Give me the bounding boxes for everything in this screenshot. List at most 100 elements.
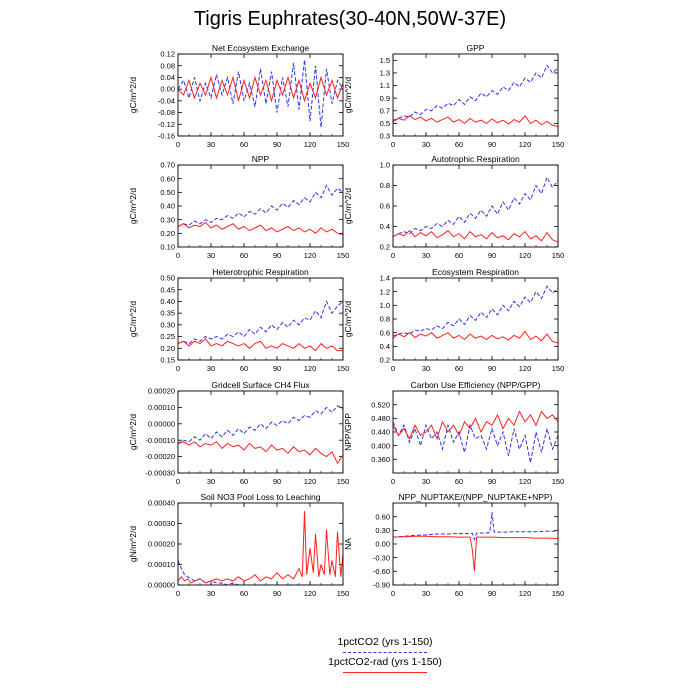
x-tick-label: 150 xyxy=(337,477,350,486)
y-tick-label: 0.30 xyxy=(160,215,175,224)
y-tick-label: 0.35 xyxy=(160,309,175,318)
x-tick-label: 120 xyxy=(304,477,317,486)
y-tick-label: 0.15 xyxy=(160,356,175,365)
x-tick-label: 90 xyxy=(273,140,281,149)
y-tick-label: 1.2 xyxy=(380,287,390,296)
x-tick-label: 30 xyxy=(207,477,215,486)
x-tick-label: 30 xyxy=(422,364,430,373)
x-tick-label: 0 xyxy=(391,140,395,149)
x-tick-label: 0 xyxy=(176,140,180,149)
y-tick-label: 0.20 xyxy=(160,229,175,238)
x-tick-label: 150 xyxy=(552,251,565,260)
x-tick-label: 60 xyxy=(455,477,463,486)
y-tick-label: 0.70 xyxy=(160,161,175,170)
panel-frame xyxy=(392,502,559,586)
y-tick-label: 0.8 xyxy=(380,315,390,324)
y-tick-label: 1.1 xyxy=(380,81,390,90)
panel-title: Ecosystem Respiration xyxy=(432,267,519,277)
series-line-1pctco2-rad xyxy=(393,330,558,344)
y-tick-label: 0.12 xyxy=(160,50,175,59)
y-tick-label: -0.08 xyxy=(158,108,175,117)
y-axis-label: gC/m^2/d xyxy=(128,188,138,224)
x-tick-label: 120 xyxy=(304,251,317,260)
y-tick-label: 0.5 xyxy=(380,119,390,128)
y-tick-label: -0.60 xyxy=(373,567,390,576)
series-line-1pctco2 xyxy=(393,64,558,121)
x-tick-label: 30 xyxy=(422,589,430,598)
series-line-1pctco2 xyxy=(178,59,343,128)
panel-frame xyxy=(392,277,559,361)
x-tick-label: 30 xyxy=(422,140,430,149)
panel-frame xyxy=(177,53,344,137)
panel-title: Gridcell Surface CH4 Flux xyxy=(211,380,310,390)
x-tick-label: 0 xyxy=(391,477,395,486)
x-tick-label: 90 xyxy=(488,364,496,373)
panel-10: NPP_NUPTAKE/(NPP_NUPTAKE+NPP) NA 0 30 60 90 12… xyxy=(343,492,564,598)
x-tick-label: 150 xyxy=(337,364,350,373)
legend-label-1pctco2-rad: 1pctCO2-rad (yrs 1-150) xyxy=(328,656,442,668)
x-tick-label: 0 xyxy=(391,589,395,598)
y-axis-label: gC/m^2/d xyxy=(343,301,353,337)
y-tick-label: 0.520 xyxy=(371,400,390,409)
y-tick-label: 0.00020 xyxy=(148,387,175,396)
x-tick-label: 0 xyxy=(176,251,180,260)
y-tick-label: 0.4 xyxy=(380,342,390,351)
x-tick-label: 30 xyxy=(207,589,215,598)
series-line-1pctco2-rad xyxy=(393,410,558,441)
y-tick-label: 0.00010 xyxy=(148,403,175,412)
y-tick-label: 0.2 xyxy=(380,243,390,252)
series-line-1pctco2-rad xyxy=(178,511,343,584)
y-tick-label: 0.10 xyxy=(160,243,175,252)
y-tick-label: 0.04 xyxy=(160,73,175,82)
panel-title: NPP_NUPTAKE/(NPP_NUPTAKE+NPP) xyxy=(399,492,553,502)
series-line-1pctco2-rad xyxy=(393,115,558,128)
panel-5: Heterotrophic Respiration gC/m^2/d 0 30 60 90… xyxy=(128,267,349,373)
x-tick-label: 0 xyxy=(391,364,395,373)
y-axis-label: NA xyxy=(343,538,353,550)
panel-title: GPP xyxy=(467,43,485,53)
y-tick-label: 0.440 xyxy=(371,428,390,437)
panel-8: Carbon Use Efficiency (NPP/GPP) NPP/GPP 0 3… xyxy=(343,380,564,486)
panel-frame xyxy=(177,277,344,361)
x-tick-label: 60 xyxy=(240,364,248,373)
series-line-1pctco2 xyxy=(178,405,343,444)
series-line-1pctco2 xyxy=(393,421,558,463)
x-tick-label: 0 xyxy=(176,589,180,598)
series-line-1pctco2-rad xyxy=(178,221,343,236)
x-tick-label: 120 xyxy=(519,251,532,260)
panel-4: Autotrophic Respiration gC/m^2/d 0 30 60 90 12… xyxy=(343,154,564,260)
panel-frame xyxy=(177,502,344,586)
series-line-1pctco2 xyxy=(178,184,343,227)
y-tick-label: 0.50 xyxy=(160,274,175,283)
y-axis-label: gN/m^2/d xyxy=(128,526,138,562)
y-tick-label: 0.400 xyxy=(371,441,390,450)
y-tick-label: 1.0 xyxy=(380,301,390,310)
series-line-1pctco2-rad xyxy=(393,535,558,572)
y-axis-label: gC/m^2/d xyxy=(343,188,353,224)
y-axis-label: gC/m^2/d xyxy=(343,77,353,113)
x-tick-label: 120 xyxy=(304,364,317,373)
y-tick-label: 0.00040 xyxy=(148,499,175,508)
y-axis-label: gC/m^2/d xyxy=(128,77,138,113)
panel-title: Soil NO3 Pool Loss to Leaching xyxy=(200,492,320,502)
y-tick-label: 0.30 xyxy=(375,526,390,535)
series-line-1pctco2 xyxy=(393,285,558,337)
y-tick-label: -0.12 xyxy=(158,120,175,129)
panel-frame xyxy=(392,390,559,474)
y-tick-label: 0.00000 xyxy=(148,581,175,590)
x-tick-label: 60 xyxy=(455,589,463,598)
y-tick-label: 0.45 xyxy=(160,285,175,294)
x-tick-label: 60 xyxy=(455,364,463,373)
y-tick-label: 0.40 xyxy=(160,297,175,306)
x-tick-label: 150 xyxy=(552,477,565,486)
y-tick-label: 0.3 xyxy=(380,132,390,141)
y-axis-label: gC/m^2/d xyxy=(128,301,138,337)
y-tick-label: 0.2 xyxy=(380,356,390,365)
x-tick-label: 90 xyxy=(488,251,496,260)
y-tick-label: 0.60 xyxy=(375,512,390,521)
x-tick-label: 60 xyxy=(455,251,463,260)
y-tick-label: 0.60 xyxy=(160,174,175,183)
y-tick-label: 0.8 xyxy=(380,181,390,190)
x-tick-label: 120 xyxy=(519,140,532,149)
